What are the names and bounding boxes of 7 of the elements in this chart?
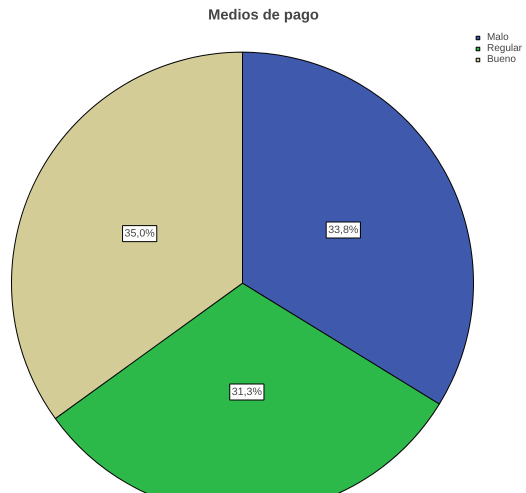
chart-title: Medios de pago	[208, 8, 319, 24]
data-label: 31,3%	[232, 386, 262, 398]
data-label: 33,8%	[328, 224, 359, 236]
legend-label: Bueno	[486, 54, 516, 65]
data-label: 35,0%	[124, 228, 156, 240]
legend-label: Regular	[486, 43, 522, 54]
legend-label: Malo	[486, 32, 509, 43]
